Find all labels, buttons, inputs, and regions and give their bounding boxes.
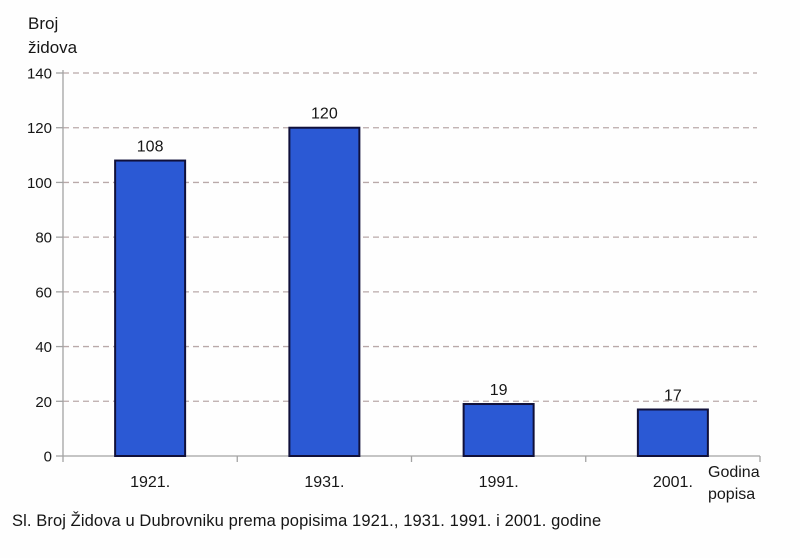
bar-value-label-1931: 120	[311, 106, 338, 123]
bar-value-label-1921: 108	[137, 139, 164, 156]
x-axis-title-line1: Godina	[708, 464, 760, 481]
y-axis-title-line2: židova	[28, 38, 78, 57]
bar-1921	[114, 159, 187, 458]
y-tick-label-100: 100	[27, 175, 52, 192]
y-tick-label-40: 40	[35, 339, 52, 356]
bar-chart: 0 20 40 60 80 100 120 140 108 1921. 120 1931. 19 1991…	[27, 66, 761, 491]
y-axis-title: Broj židova	[28, 12, 77, 60]
x-tick-label-1931: 1931.	[304, 474, 344, 491]
y-tick-label-120: 120	[27, 120, 52, 137]
x-tick-label-1921: 1921.	[130, 474, 170, 491]
bar-value-label-2001: 17	[664, 387, 682, 404]
x-tick-label-2001: 2001.	[653, 474, 693, 491]
bar-2001	[636, 408, 709, 457]
y-tick-label-80: 80	[35, 230, 52, 247]
x-axis-title-line2: popisa	[708, 486, 756, 503]
y-tick-label-0: 0	[44, 449, 52, 466]
figure-caption: Sl. Broj Židova u Dubrovniku prema popis…	[12, 512, 602, 530]
y-tick-label-140: 140	[27, 66, 52, 83]
bar-1931	[288, 126, 361, 457]
bar-value-label-1991: 19	[490, 382, 508, 399]
bar-1991	[462, 403, 535, 457]
y-tick-label-60: 60	[35, 284, 52, 301]
y-tick-label-20: 20	[35, 394, 52, 411]
x-axis-title: Godina popisa	[708, 462, 760, 506]
y-axis-title-line1: Broj	[28, 14, 59, 33]
x-tick-label-1991: 1991.	[479, 474, 519, 491]
